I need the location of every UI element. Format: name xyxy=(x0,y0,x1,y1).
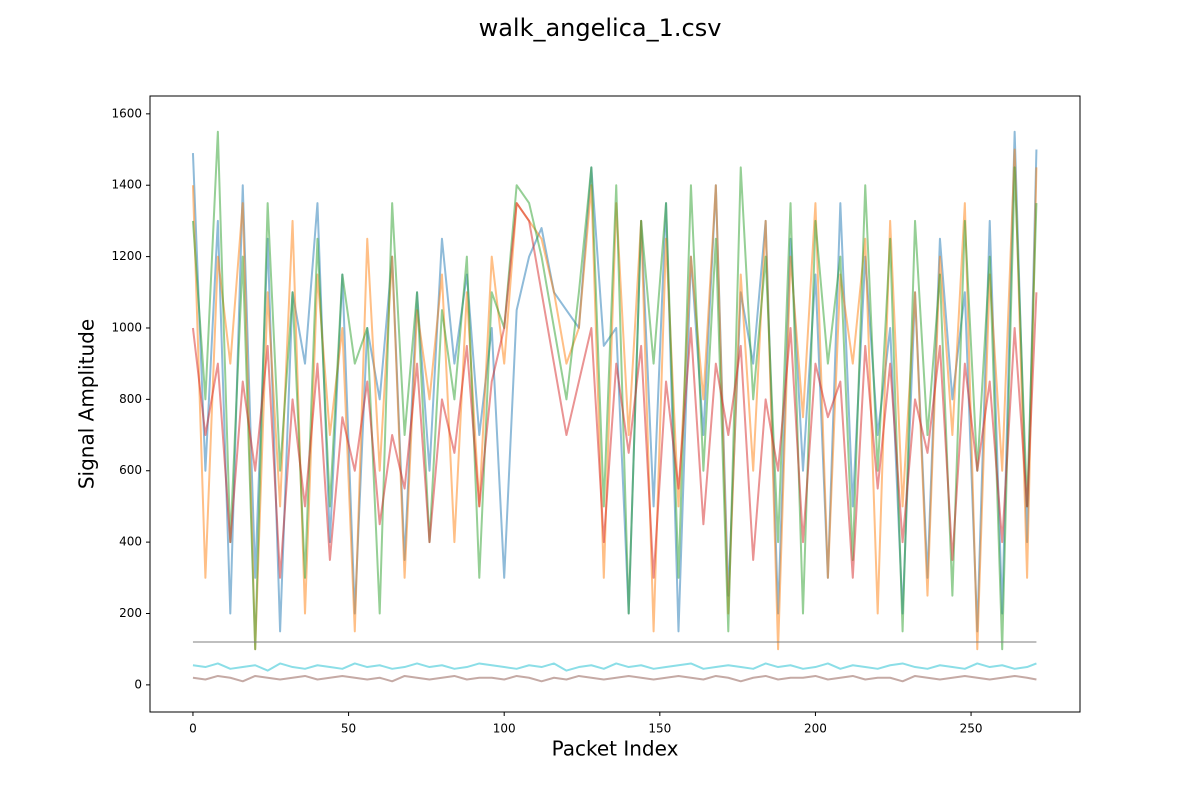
y-tick-label: 400 xyxy=(119,535,142,549)
x-axis-label: Packet Index xyxy=(552,737,679,761)
x-tick-label: 0 xyxy=(189,722,197,736)
y-tick-label: 1200 xyxy=(111,249,142,263)
x-tick-label: 50 xyxy=(341,722,356,736)
y-tick-label: 200 xyxy=(119,606,142,620)
y-tick-label: 800 xyxy=(119,392,142,406)
series-line xyxy=(191,130,1038,651)
y-tick-label: 1400 xyxy=(111,178,142,192)
y-axis-label: Signal Amplitude xyxy=(75,319,99,489)
y-tick-label: 600 xyxy=(119,463,142,477)
axes-frame xyxy=(149,95,1081,713)
x-tick-label: 250 xyxy=(960,722,983,736)
x-tick-label: 150 xyxy=(648,722,671,736)
y-tick-label: 1000 xyxy=(111,320,142,334)
y-tick-label: 0 xyxy=(134,677,142,691)
series-line xyxy=(191,202,1038,579)
plot-area xyxy=(191,130,1038,683)
x-tick-label: 200 xyxy=(804,722,827,736)
x-tick-label: 100 xyxy=(493,722,516,736)
y-tick-label: 1600 xyxy=(111,106,142,120)
series-line xyxy=(192,674,1037,683)
series-line xyxy=(192,662,1037,672)
chart-title: walk_angelica_1.csv xyxy=(479,14,722,42)
